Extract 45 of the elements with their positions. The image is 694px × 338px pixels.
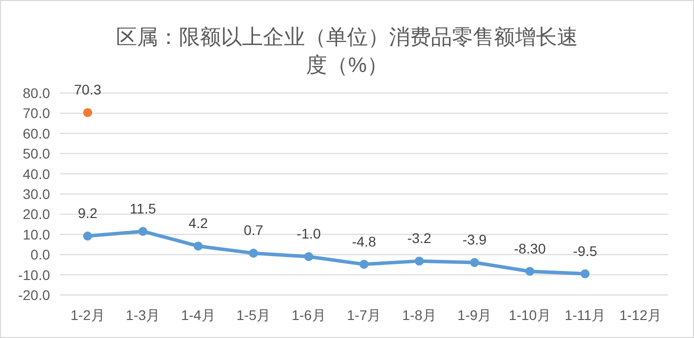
x-tick-label: 1-8月: [402, 307, 436, 323]
x-tick-label: 1-10月: [508, 307, 551, 323]
y-tick-label: 0.0: [30, 246, 50, 263]
data-label: 70.3: [74, 82, 102, 98]
point: [580, 269, 590, 278]
point: [138, 226, 148, 236]
y-tick-label: -10.0: [18, 266, 50, 283]
y-tick-label: 10.0: [22, 226, 50, 242]
data-label: 4.2: [188, 215, 208, 232]
y-tick-label: 70.0: [22, 105, 50, 122]
point: [83, 232, 92, 241]
data-label: 9.2: [78, 205, 98, 222]
x-tick-label: 1-4月: [181, 307, 216, 323]
point: [470, 258, 480, 267]
data-label: -4.8: [352, 233, 376, 250]
data-label: -1.0: [296, 226, 322, 242]
chart-title: 区属：限额以上企业（单位）消费品零售额增长速度（%）: [116, 26, 578, 77]
x-tick-label: 1-11月: [564, 307, 606, 323]
point: [248, 248, 258, 258]
y-tick-label: 50.0: [22, 146, 50, 162]
point: [525, 266, 534, 276]
data-label: -3.9: [462, 231, 487, 248]
y-tick-label: -20.0: [18, 287, 50, 303]
x-tick-label: 1-12月: [619, 307, 662, 323]
point: [360, 260, 368, 269]
point: [414, 256, 424, 266]
data-label: -8.30: [514, 240, 546, 256]
y-tick-label: 40.0: [22, 166, 50, 182]
x-tick-label: 1-5月: [236, 307, 271, 323]
x-tick-label: 1-7月: [346, 307, 382, 323]
x-tick-label: 1-6月: [292, 307, 326, 323]
x-tick-label: 1-9月: [457, 307, 492, 323]
y-tick-label: 60.0: [22, 125, 50, 142]
point: [304, 252, 314, 262]
data-label: -3.2: [407, 230, 432, 246]
y-tick-label: 30.0: [22, 186, 50, 202]
x-tick-label: 1-3月: [126, 307, 160, 323]
data-label: 11.5: [130, 200, 156, 216]
data-label: 0.7: [244, 222, 264, 238]
y-tick-label: 80.0: [22, 85, 50, 101]
x-tick-label: 1-2月: [70, 307, 105, 323]
data-label: -9.5: [573, 242, 598, 259]
point: [83, 108, 92, 118]
y-tick-label: 20.0: [22, 206, 50, 222]
point: [194, 242, 203, 251]
